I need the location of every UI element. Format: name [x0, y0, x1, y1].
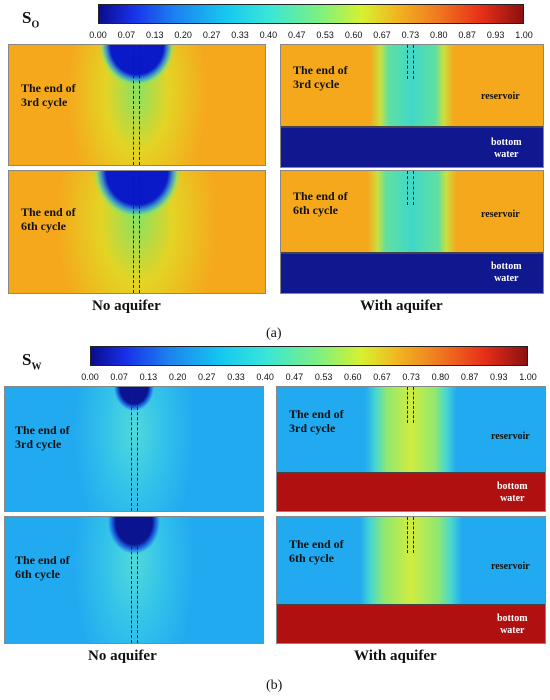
colorbar-b — [90, 346, 528, 366]
colorbar-tick-label: 0.33 — [227, 372, 245, 382]
panel-a-no-aquifer-6th: The end of 6th cycle — [8, 170, 266, 294]
bottom-water-zone — [277, 473, 545, 511]
colorbar-tick-label: 0.07 — [117, 30, 136, 40]
reservoir-label: reservoir — [491, 431, 530, 442]
cycle-label: The end of 6th cycle — [289, 537, 344, 565]
water-oil-interface — [281, 252, 543, 254]
bottom-water-label: bottom water — [491, 261, 522, 284]
bottom-water-zone — [281, 253, 543, 293]
sublabel-a: (a) — [266, 326, 282, 341]
wellbore — [407, 171, 414, 205]
panel-a-with-aquifer-3rd: The end of 3rd cycle reservoir bottom wa… — [280, 44, 544, 168]
caption-a-no-aquifer: No aquifer — [92, 298, 161, 314]
panel-b-with-aquifer-3rd: The end of 3rd cycle reservoir bottom wa… — [276, 386, 546, 512]
wellbore — [133, 171, 140, 293]
colorbar-tick-label: 0.33 — [231, 30, 249, 40]
colorbar-tick-label: 0.13 — [139, 372, 158, 382]
cycle-label: The end of 6th cycle — [293, 189, 348, 217]
colorbar-tick-label: 0.93 — [486, 30, 505, 40]
colorbar-a — [98, 4, 524, 24]
reservoir-label: reservoir — [491, 561, 530, 572]
colorbar-tick-label: 0.40 — [259, 30, 278, 40]
bottom-water-zone — [277, 605, 545, 643]
colorbar-symbol-a: SO — [22, 8, 40, 31]
panel-b-no-aquifer-6th: The end of 6th cycle — [4, 516, 264, 644]
wellbore — [131, 517, 138, 643]
water-oil-interface — [281, 126, 543, 128]
panel-b-with-aquifer-6th: The end of 6th cycle reservoir bottom wa… — [276, 516, 546, 644]
colorbar-tick-label: 0.93 — [490, 372, 508, 382]
colorbar-tick-label: 0.47 — [288, 30, 306, 40]
cycle-label: The end of 3rd cycle — [293, 63, 348, 91]
colorbar-tick-label: 0.80 — [430, 30, 448, 40]
colorbar-tick-label: 0.60 — [344, 30, 363, 40]
colorbar-tick-label: 0.60 — [344, 372, 362, 382]
cycle-label: The end of 6th cycle — [21, 205, 76, 233]
colorbar-ticks-a: 0.00 0.07 0.13 0.20 0.27 0.33 0.40 0.47 0.53 0.60… — [89, 30, 533, 42]
colorbar-tick-label: 0.67 — [373, 372, 391, 382]
panel-b-no-aquifer-3rd: The end of 3rd cycle — [4, 386, 264, 512]
wellbore — [131, 387, 138, 511]
colorbar-tick-label: 1.00 — [515, 30, 533, 40]
colorbar-tick-label: 0.80 — [431, 372, 450, 382]
caption-a-with-aquifer: With aquifer — [360, 298, 443, 314]
bottom-water-label: bottom water — [497, 613, 528, 636]
cycle-label: The end of 3rd cycle — [289, 407, 344, 435]
colorbar-tick-label: 0.27 — [198, 372, 216, 382]
bottom-water-zone — [281, 127, 543, 167]
panel-a-with-aquifer-6th: The end of 6th cycle reservoir bottom wa… — [280, 170, 544, 294]
reservoir-label: reservoir — [481, 91, 520, 102]
colorbar-tick-label: 0.53 — [314, 372, 333, 382]
colorbar-tick-label: 0.07 — [110, 372, 128, 382]
colorbar-tick-label: 0.00 — [81, 372, 99, 382]
colorbar-tick-label: 0.27 — [202, 30, 221, 40]
panel-a-no-aquifer-3rd: The end of 3rd cycle — [8, 44, 266, 166]
colorbar-tick-label: 0.13 — [146, 30, 164, 40]
colorbar-tick-label: 0.20 — [174, 30, 192, 40]
colorbar-tick-label: 0.47 — [285, 372, 304, 382]
sublabel-b: (b) — [266, 678, 283, 693]
colorbar-tick-label: 0.87 — [458, 30, 476, 40]
cycle-label: The end of 6th cycle — [15, 553, 70, 581]
colorbar-tick-label: 1.00 — [519, 372, 537, 382]
colorbar-tick-label: 0.40 — [256, 372, 274, 382]
colorbar-tick-label: 0.67 — [373, 30, 391, 40]
colorbar-tick-label: 0.73 — [402, 372, 420, 382]
wellbore — [133, 45, 140, 165]
reservoir-label: reservoir — [481, 209, 520, 220]
colorbar-tick-label: 0.00 — [89, 30, 107, 40]
bottom-water-label: bottom water — [497, 481, 528, 504]
colorbar-tick-label: 0.73 — [401, 30, 420, 40]
cycle-label: The end of 3rd cycle — [21, 81, 76, 109]
water-oil-interface — [277, 472, 545, 474]
colorbar-tick-label: 0.20 — [168, 372, 187, 382]
colorbar-tick-label: 0.87 — [460, 372, 479, 382]
caption-b-with-aquifer: With aquifer — [354, 648, 437, 664]
bottom-water-label: bottom water — [491, 137, 522, 160]
caption-b-no-aquifer: No aquifer — [88, 648, 157, 664]
cycle-label: The end of 3rd cycle — [15, 423, 70, 451]
wellbore — [407, 45, 414, 79]
colorbar-symbol-b: SW — [22, 350, 42, 373]
colorbar-ticks-b: 0.00 0.07 0.13 0.20 0.27 0.33 0.40 0.47 0.53 0.60… — [81, 372, 537, 384]
wellbore — [407, 517, 414, 553]
water-oil-interface — [277, 604, 545, 606]
wellbore — [407, 387, 414, 423]
colorbar-tick-label: 0.53 — [316, 30, 334, 40]
